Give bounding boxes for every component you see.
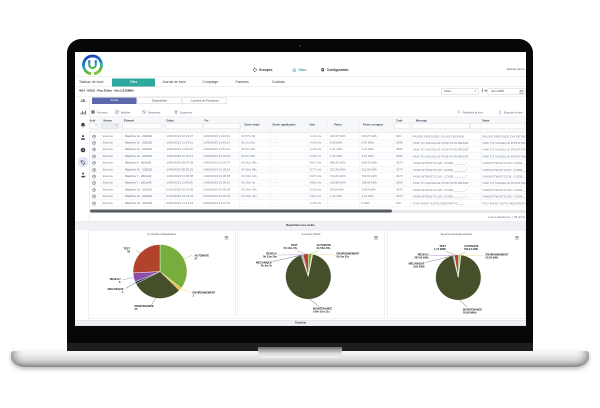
svg-text:TEST: TEST [439, 244, 446, 248]
svg-text:3,63 kWh: 3,63 kWh [413, 264, 425, 268]
svg-text:RESEAU: RESEAU [110, 277, 121, 281]
svg-text:MAINTENANCE: MAINTENANCE [313, 307, 332, 311]
svg-text:297,62 kWh: 297,62 kWh [414, 255, 429, 259]
svg-text:55,08 MWh: 55,08 MWh [463, 310, 477, 314]
svg-text:AUTOMATE: AUTOMATE [464, 244, 479, 248]
svg-text:1,74 MWh: 1,74 MWh [434, 247, 446, 251]
svg-text:RESEAU: RESEAU [266, 252, 277, 256]
svg-text:57: 57 [195, 256, 198, 260]
svg-text:ENVIRONNEMENT: ENVIRONNEMENT [337, 252, 360, 256]
svg-text:MECANIQUE: MECANIQUE [256, 261, 272, 265]
svg-text:RESEAU: RESEAU [418, 253, 429, 257]
svg-text:0h 21m 29s: 0h 21m 29s [263, 254, 278, 258]
svg-text:792,21 kWh: 792,21 kWh [464, 247, 479, 251]
svg-text:MAINTENANCE: MAINTENANCE [135, 304, 154, 308]
svg-text:ENVIRONNEMENT: ENVIRONNEMENT [193, 291, 216, 295]
svg-text:6: 6 [119, 280, 121, 284]
svg-text:ENVIRONNEMENT: ENVIRONNEMENT [486, 253, 509, 257]
svg-text:33: 33 [127, 249, 130, 253]
svg-text:35: 35 [135, 307, 138, 311]
svg-text:AUTOMATE: AUTOMATE [195, 254, 210, 258]
svg-text:55,02 kWh: 55,02 kWh [486, 255, 499, 259]
svg-text:1: 1 [122, 290, 124, 294]
svg-text:3h 53m 55s: 3h 53m 55s [317, 246, 332, 250]
svg-text:0h 2m 53s: 0h 2m 53s [337, 254, 350, 258]
svg-text:1: 1 [193, 293, 195, 297]
svg-text:145h 51m 31s: 145h 51m 31s [313, 309, 330, 313]
svg-text:MAINTENANCE: MAINTENANCE [463, 308, 482, 312]
svg-text:MECANIQUE: MECANIQUE [409, 262, 425, 266]
svg-text:TEST: TEST [291, 243, 298, 247]
svg-text:MECANIQUE: MECANIQUE [108, 287, 124, 291]
svg-text:0h 9m 3s: 0h 9m 3s [261, 263, 273, 267]
svg-text:6h 16m 47s: 6h 16m 47s [284, 246, 299, 250]
svg-text:TEST: TEST [123, 247, 130, 251]
svg-text:AUTOMATE: AUTOMATE [317, 243, 332, 247]
